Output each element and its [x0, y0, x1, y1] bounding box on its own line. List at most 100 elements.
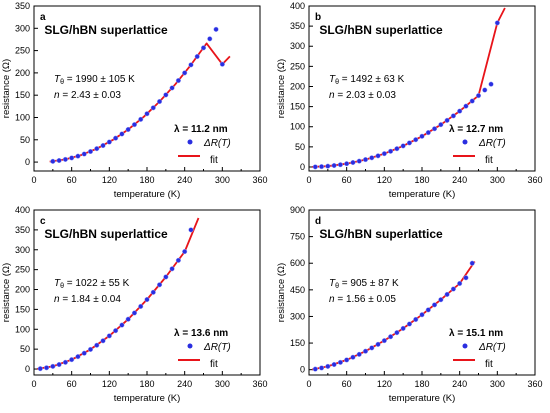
x-tick-label: 60	[67, 175, 77, 185]
data-point	[337, 359, 343, 365]
fit-param-n: n = 2.43 ± 0.03	[54, 90, 121, 101]
x-tick-label: 0	[31, 379, 36, 389]
data-point	[457, 108, 463, 114]
param-value: = 905 ± 87 K	[339, 278, 399, 289]
data-point	[369, 345, 375, 351]
panel-d: 0 60 120 180 240 300 360 0 150 300 450 600 750 900 tem…	[275, 204, 550, 408]
y-tick-label: 0	[25, 157, 30, 167]
x-tick-label: 120	[102, 379, 117, 389]
panel-a: 0 60 120 180 240 300 360 0 50 100 150 200 250 300 350 t…	[0, 0, 275, 204]
legend-wavelength: λ = 12.7 nm	[449, 124, 503, 135]
legend-data-marker	[187, 139, 193, 145]
data-point	[356, 351, 362, 357]
data-point	[200, 45, 207, 51]
panel-heading: SLG/hBN superlattice	[319, 23, 443, 37]
y-tick-label: 250	[15, 46, 30, 56]
y-tick-label: 200	[290, 81, 305, 91]
data-point	[388, 148, 394, 154]
y-tick-label: 200	[15, 68, 30, 78]
data-point	[188, 227, 194, 233]
param-symbol: T	[54, 278, 61, 289]
param-subscript: θ	[60, 79, 64, 86]
legend-data-label: ΔR(T)	[203, 138, 231, 149]
x-tick-label: 0	[31, 175, 36, 185]
data-point	[375, 341, 381, 347]
data-point	[419, 133, 425, 139]
y-tick-label: 50	[20, 344, 30, 354]
data-point	[494, 20, 500, 26]
param-subscript: θ	[60, 283, 64, 290]
fit-param-n: n = 2.03 ± 0.03	[329, 90, 396, 101]
data-point	[450, 113, 456, 119]
y-tick-label: 600	[290, 258, 305, 268]
chart-a: 0 60 120 180 240 300 360 0 50 100 150 200 250 300 350 t…	[1, 1, 268, 200]
data-point	[144, 111, 150, 117]
legend-data-marker	[462, 343, 468, 349]
data-point	[138, 116, 144, 122]
data-point	[62, 156, 68, 162]
data-point	[425, 130, 431, 136]
data-point	[356, 158, 362, 164]
param-subscript: θ	[335, 283, 339, 290]
y-tick-label: 750	[290, 232, 305, 242]
y-tick-label: 400	[290, 1, 305, 11]
data-point	[81, 350, 87, 356]
legend-data-marker	[187, 343, 193, 349]
data-point	[113, 328, 119, 334]
data-point	[100, 142, 106, 149]
data-point	[319, 164, 325, 170]
data-point	[144, 296, 150, 303]
data-point	[362, 157, 369, 163]
data-point	[319, 365, 325, 371]
data-point	[75, 153, 81, 159]
panel-letter: d	[315, 216, 321, 227]
data-point	[325, 163, 331, 169]
legend-data-label: ΔR(T)	[203, 342, 231, 353]
data-point	[350, 354, 356, 360]
y-tick-label: 250	[290, 61, 305, 71]
param-symbol: T	[329, 278, 336, 289]
x-tick-label: 0	[306, 379, 311, 389]
fit-line	[312, 7, 506, 168]
data-point	[406, 321, 412, 327]
data-point	[419, 312, 425, 318]
fit-line	[36, 217, 200, 370]
y-axis-label: resistance (Ω)	[276, 59, 287, 118]
chart-d: 0 60 120 180 240 300 360 0 150 300 450 600 750 900 tem…	[276, 205, 543, 404]
data-point	[350, 159, 356, 166]
x-tick-label: 360	[252, 379, 267, 389]
data-point	[312, 164, 318, 170]
param-value: = 2.43 ± 0.03	[60, 90, 122, 101]
data-point	[475, 93, 482, 99]
data-point	[381, 338, 387, 344]
data-point	[207, 36, 213, 42]
legend-fit-label: fit	[210, 155, 218, 166]
y-tick-label: 300	[15, 245, 30, 255]
y-tick-label: 300	[290, 311, 305, 321]
data-point	[438, 122, 444, 128]
data-point	[175, 257, 181, 263]
legend-fit-label: fit	[485, 359, 493, 370]
data-point	[131, 122, 137, 128]
data-point	[37, 366, 43, 372]
y-tick-label: 400	[15, 205, 30, 215]
fit-line	[49, 42, 231, 163]
y-tick-label: 150	[290, 338, 305, 348]
panel-letter: c	[40, 216, 46, 227]
x-axis-label: temperature (K)	[389, 393, 456, 404]
data-point	[325, 363, 331, 369]
data-point	[163, 274, 169, 280]
param-symbol: T	[329, 74, 336, 85]
data-point	[169, 266, 175, 272]
param-symbol: n	[329, 90, 335, 101]
data-point	[182, 70, 188, 76]
data-point	[406, 140, 412, 146]
x-tick-label: 0	[306, 175, 311, 185]
y-tick-label: 900	[290, 205, 305, 215]
data-point	[400, 143, 406, 149]
x-tick-label: 180	[414, 175, 429, 185]
data-point	[69, 357, 75, 363]
data-point	[44, 365, 50, 371]
panel-b: 0 60 120 180 240 300 360 0 50 100 150 200 250 300 350 4…	[275, 0, 550, 204]
